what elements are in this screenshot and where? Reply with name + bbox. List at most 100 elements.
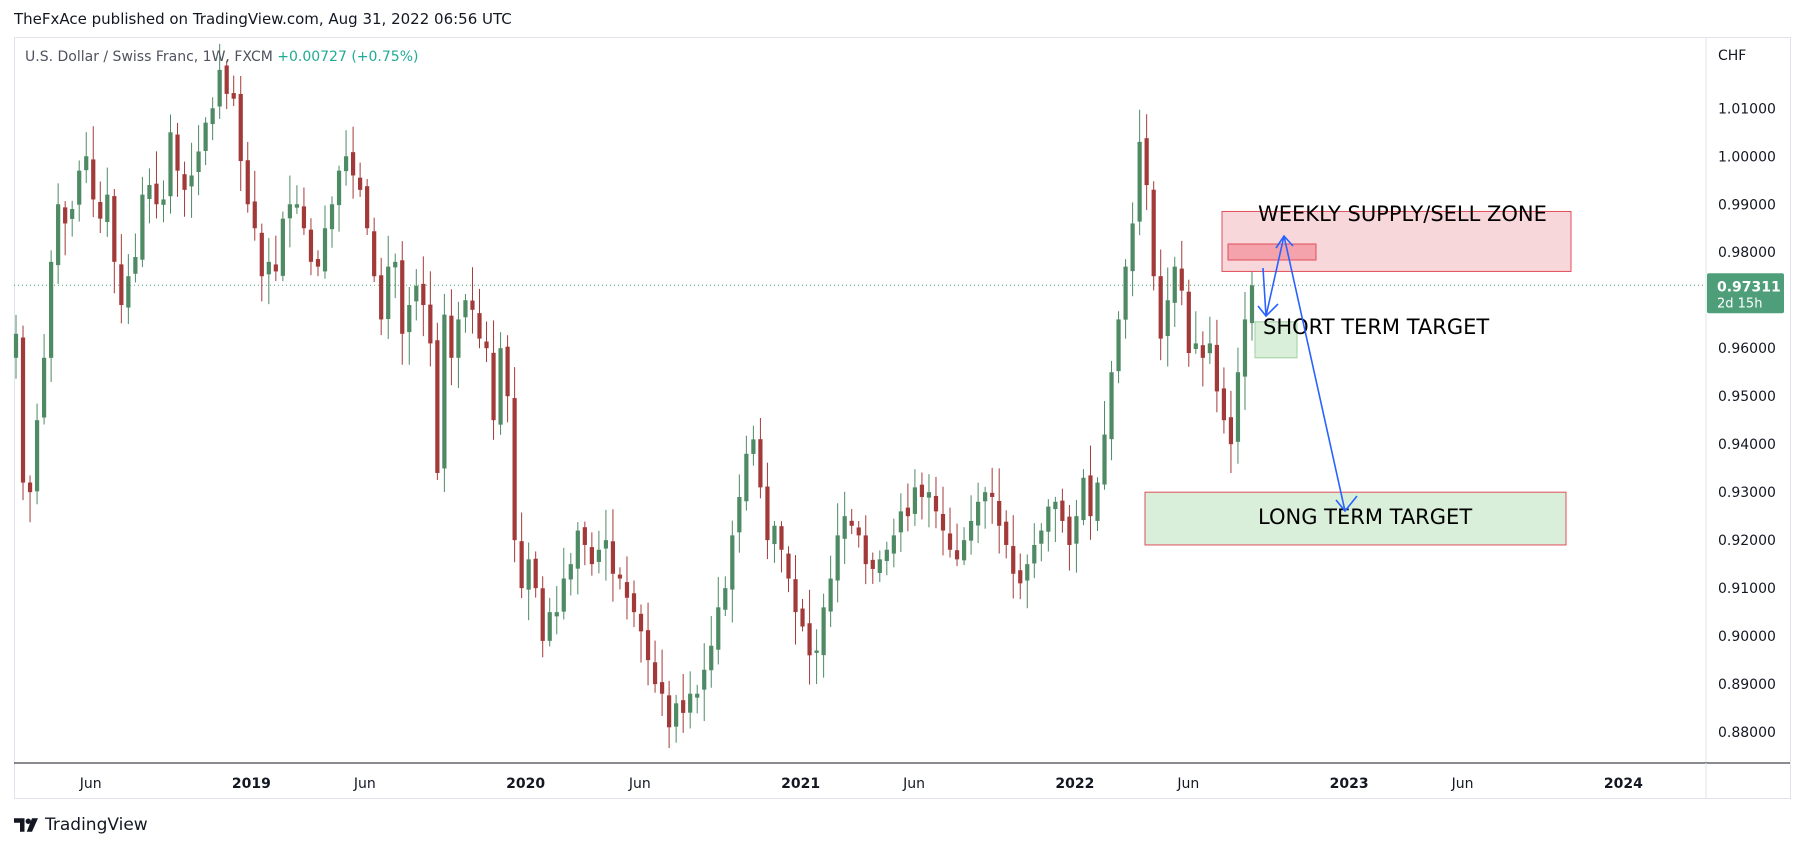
projection-arrow-path [1262, 235, 1346, 512]
candle-body [947, 533, 953, 550]
x-tick-label: 2022 [1055, 776, 1094, 792]
candle-body [716, 607, 721, 650]
candle-body [807, 623, 812, 656]
tradingview-logo-icon [14, 818, 38, 832]
candle-body [800, 608, 805, 627]
arrowhead-down-short [1257, 303, 1279, 318]
candle-body [1081, 477, 1086, 521]
candle-body [954, 550, 960, 560]
x-tick-label: 2021 [781, 776, 820, 792]
candle-body [751, 439, 756, 454]
short-term-target-zone[interactable] [1254, 321, 1298, 359]
candle-body [1095, 482, 1100, 521]
candle-body [435, 340, 440, 473]
candle-body [779, 526, 784, 550]
candle-body [105, 194, 110, 222]
candle-body [1046, 506, 1051, 532]
x-tick-label: Jun [79, 776, 102, 792]
candle-body [968, 520, 974, 541]
candle-body [1179, 268, 1184, 291]
candle-body [737, 496, 742, 533]
candle-body [983, 492, 988, 502]
candle-body [540, 588, 545, 641]
candle-body [512, 398, 517, 541]
candle-body [997, 500, 1002, 526]
candle-body [919, 484, 925, 497]
candle-body [1039, 530, 1044, 544]
candle-body [329, 204, 335, 230]
candle-body [343, 156, 349, 172]
candle-body [91, 159, 96, 200]
candle-body [1151, 189, 1156, 277]
candle-body [688, 693, 693, 713]
candle-body [758, 439, 763, 488]
publisher-line: TheFxAce published on TradingView.com, A… [14, 10, 512, 28]
candle-body [224, 65, 229, 94]
symbol-legend[interactable]: U.S. Dollar / Swiss Franc, 1W, FXCM +0.0… [25, 49, 418, 65]
candle-body [63, 207, 68, 224]
long-term-target-zone[interactable] [1144, 491, 1567, 546]
candle-body [77, 170, 82, 205]
tradingview-logo[interactable]: TradingView [14, 815, 148, 835]
candle-body [203, 122, 208, 151]
y-tick-label: 0.89000 [1718, 677, 1776, 693]
candle-body [34, 420, 40, 492]
candle-body [287, 204, 292, 219]
candle-body [1207, 343, 1212, 354]
candle-body [638, 613, 644, 632]
candle-body [1102, 434, 1107, 485]
candle-body [358, 177, 363, 190]
symbol-description: U.S. Dollar / Swiss Franc, 1W, FXCM [25, 49, 273, 65]
arrowhead-up-supply [1275, 234, 1294, 249]
candle-body [842, 516, 847, 539]
candle-body [126, 276, 131, 308]
candle-body [407, 305, 412, 333]
y-tick-label: 1.00000 [1718, 149, 1776, 165]
candle-body [821, 607, 826, 656]
candles [13, 43, 1255, 749]
candle-body [912, 487, 918, 514]
last-price-tag [1707, 273, 1784, 314]
candle-body [681, 700, 686, 713]
candle-body [393, 261, 398, 268]
candle-body [505, 346, 510, 397]
candle-body [575, 530, 580, 569]
candle-body [491, 352, 496, 421]
candle-body [1242, 319, 1248, 377]
candle-body [175, 134, 180, 171]
candle-body [884, 549, 889, 561]
candle-body [659, 682, 665, 694]
candle-body [20, 337, 26, 483]
candle-body [56, 204, 61, 266]
candle-body [27, 482, 33, 493]
candle-body [245, 160, 250, 205]
candle-body [1165, 300, 1170, 337]
y-tick-label: 0.93000 [1718, 485, 1776, 501]
candle-body [674, 703, 679, 727]
candle-body [568, 564, 573, 580]
candle-body [709, 645, 714, 671]
candle-body [1123, 266, 1128, 320]
candle-body [13, 333, 19, 358]
annotation-zones: WEEKLY SUPPLY/SELL ZONE SHORT TERM TARGET… [1144, 202, 1572, 546]
last-price-label: 0.97311 [1717, 279, 1781, 295]
candle-body [1130, 223, 1135, 272]
candle-body [231, 93, 236, 99]
candle-body [400, 260, 405, 334]
candle-body [70, 209, 75, 219]
x-tick-label: 2019 [232, 776, 271, 792]
candle-body [308, 229, 314, 262]
y-tick-label: 1.01000 [1718, 101, 1776, 117]
candle-body [365, 186, 370, 229]
candle-body [442, 314, 447, 469]
candle-body [280, 218, 285, 276]
supply-zone-label: WEEKLY SUPPLY/SELL ZONE [1258, 202, 1547, 226]
candle-body [1018, 570, 1023, 584]
candle-body [870, 559, 875, 569]
candle-body [624, 582, 630, 598]
candle-body [49, 261, 54, 358]
x-tick-label: Jun [628, 776, 651, 792]
candle-body [772, 525, 777, 545]
countdown-label: 2d 15h [1717, 296, 1762, 311]
